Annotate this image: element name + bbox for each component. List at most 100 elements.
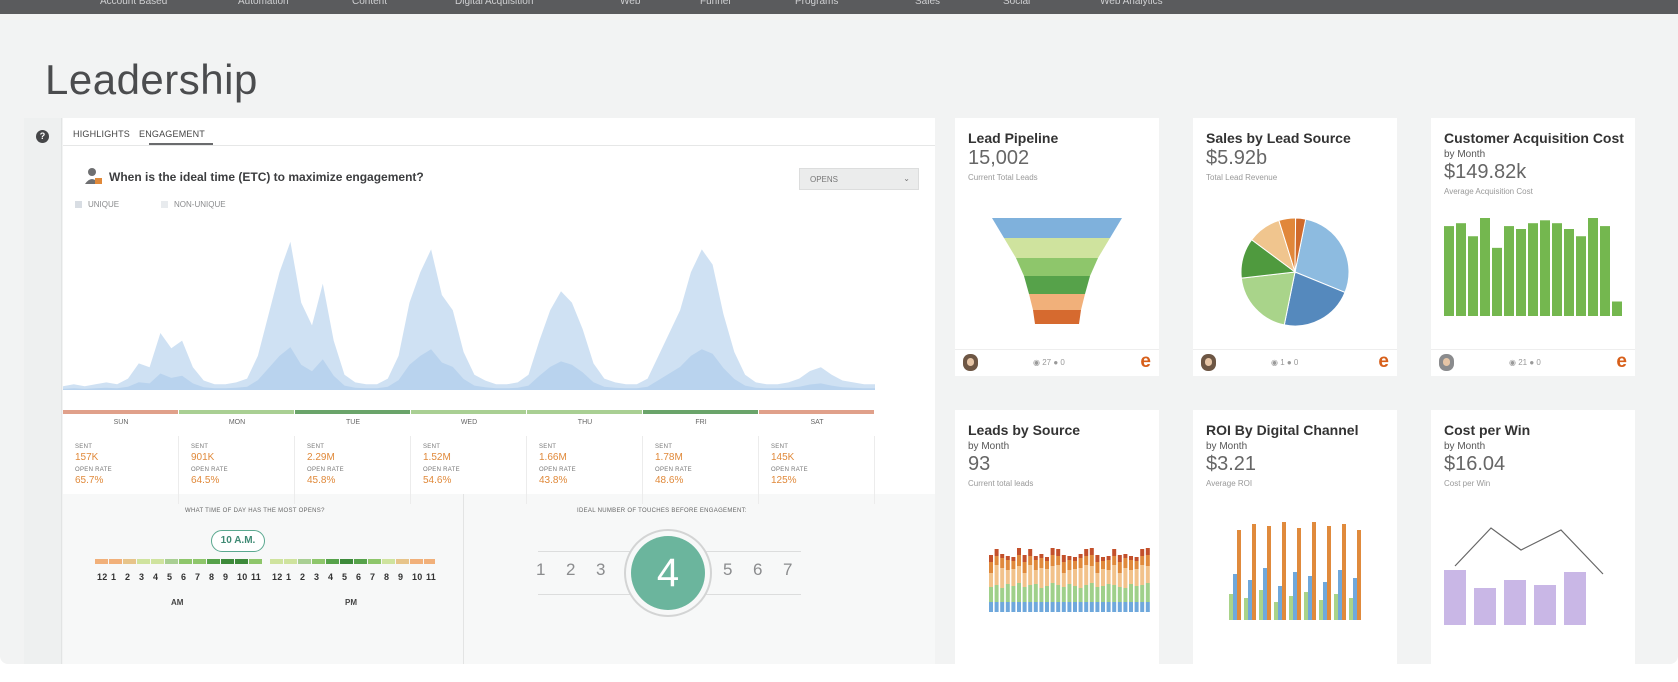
stacked-segment: [1117, 573, 1122, 587]
day-stats: SENT 1.52M OPEN RATE 54.6%: [411, 436, 527, 504]
stacked-segment: [1056, 556, 1061, 565]
day-color-strip: [527, 410, 642, 414]
unique-area: [63, 347, 875, 390]
stacked-segment: [1039, 588, 1044, 602]
stacked-segment: [1101, 569, 1105, 586]
stacked-segment: [1061, 573, 1066, 587]
day-color-strip: [759, 410, 874, 414]
engagement-panel: HIGHLIGHTS ENGAGEMENT When is the ideal …: [63, 118, 935, 664]
nav-item[interactable]: Web Analytics: [1100, 0, 1163, 6]
hour-segment: [207, 559, 220, 564]
day-color-strip: [643, 410, 758, 414]
hour-label: 7: [370, 572, 376, 582]
legend-unique[interactable]: UNIQUE: [75, 200, 119, 209]
card-lead-pipeline[interactable]: Lead Pipeline 15,002 Current Total Leads…: [955, 118, 1159, 376]
stacked-segment: [1078, 558, 1083, 568]
stacked-segment: [1028, 585, 1033, 602]
touch-count: 5: [723, 560, 733, 579]
stacked-segment: [1073, 569, 1077, 586]
tab-highlights[interactable]: HIGHLIGHTS: [73, 129, 131, 139]
grouped-bar: [1267, 526, 1271, 620]
tab-engagement[interactable]: ENGAGEMENT: [139, 129, 206, 139]
hour-segment: [340, 559, 353, 564]
avatar: [963, 354, 978, 371]
left-rail: ?: [24, 118, 62, 664]
brand-logo-icon: e: [1378, 351, 1389, 372]
card-customer-acquisition-cost[interactable]: Customer Acquisition Cost by Month $149.…: [1431, 118, 1635, 376]
stacked-segment: [1022, 555, 1027, 562]
metric-select[interactable]: OPENS ⌄: [799, 168, 919, 190]
grouped-bar: [1282, 522, 1286, 620]
card-cost-per-win[interactable]: Cost per Win by Month $16.04 Cost per Wi…: [1431, 410, 1635, 664]
stacked-segment: [1005, 602, 1010, 612]
bar: [1444, 226, 1454, 316]
card-sales-by-lead-source[interactable]: Sales by Lead Source $5.92b Total Lead R…: [1193, 118, 1397, 376]
stacked-segment: [1000, 558, 1005, 568]
bar: [1576, 236, 1586, 316]
nav-item[interactable]: Sales: [915, 0, 941, 6]
nav-item[interactable]: Programs: [795, 0, 839, 6]
hour-segment: [270, 559, 283, 564]
stacked-segment: [1039, 558, 1044, 568]
funnel-level: [1016, 258, 1098, 276]
hour-segment: [123, 559, 136, 564]
ideal-touches-value: 4: [631, 536, 705, 610]
pie-slice: [1240, 271, 1296, 326]
hour-label: 7: [195, 572, 201, 582]
stacked-segment: [1045, 602, 1049, 612]
stacked-segment: [1145, 566, 1150, 583]
stacked-segment: [1067, 560, 1072, 570]
nav-item[interactable]: Account Based: [100, 0, 168, 6]
stacked-segment: [989, 587, 993, 602]
day-color-strip: [179, 410, 294, 414]
nav-item[interactable]: Social: [1003, 0, 1031, 6]
bar: [1456, 223, 1466, 316]
nav-item[interactable]: Content: [352, 0, 388, 6]
card-roi-by-digital-channel[interactable]: ROI By Digital Channel by Month $3.21 Av…: [1193, 410, 1397, 664]
stacked-segment: [1050, 566, 1055, 583]
nav-item[interactable]: Funnel: [700, 0, 731, 6]
funnel-chart: [992, 218, 1122, 324]
stacked-segment: [1039, 554, 1044, 558]
stacked-segment: [1084, 602, 1089, 612]
stacked-segment: [1017, 555, 1021, 566]
nav-item[interactable]: Automation: [238, 0, 289, 6]
hour-segment: [151, 559, 164, 564]
stacked-segment: [1129, 584, 1133, 602]
hour-label: 11: [426, 572, 436, 582]
touch-count: 2: [566, 560, 576, 579]
grouped-bar: [1349, 598, 1353, 620]
nav-item[interactable]: Digital Acquisition: [455, 0, 534, 6]
card-leads-by-source[interactable]: Leads by Source by Month 93 Current tota…: [955, 410, 1159, 664]
hour-segment: [235, 559, 248, 564]
stacked-segment: [1101, 557, 1105, 561]
stacked-segment: [1134, 602, 1139, 612]
stacked-segment: [1073, 586, 1077, 602]
stacked-segment: [1078, 602, 1083, 612]
page-title: Leadership: [45, 56, 258, 103]
hour-label: 9: [223, 572, 229, 582]
stacked-segment: [1000, 568, 1005, 588]
card-footer: ◉ 21 ● 0 e: [1431, 349, 1635, 376]
day-color-strip: [411, 410, 526, 414]
hour-segment: [326, 559, 339, 564]
bar: [1600, 226, 1610, 316]
hour-label: 9: [398, 572, 404, 582]
help-icon[interactable]: ?: [36, 130, 49, 143]
pie-slice: [1294, 217, 1307, 273]
stacked-segment: [1011, 586, 1016, 602]
card-subtitle: by Month: [1206, 441, 1248, 452]
stacked-segment: [1095, 562, 1100, 573]
legend-non-unique[interactable]: NON-UNIQUE: [161, 200, 226, 209]
stacked-segment: [1022, 602, 1027, 612]
nav-item[interactable]: Web: [620, 0, 641, 6]
stacked-segment: [1073, 557, 1077, 561]
bar: [1588, 218, 1598, 316]
card-value: 93: [968, 453, 991, 475]
open-rate-value: 48.6%: [655, 475, 684, 486]
stacked-segment: [1123, 602, 1128, 612]
open-rate-label: OPEN RATE: [771, 467, 808, 473]
stacked-segment: [1017, 602, 1021, 612]
card-title: Sales by Lead Source: [1206, 130, 1351, 146]
stacked-segment: [1056, 549, 1061, 556]
